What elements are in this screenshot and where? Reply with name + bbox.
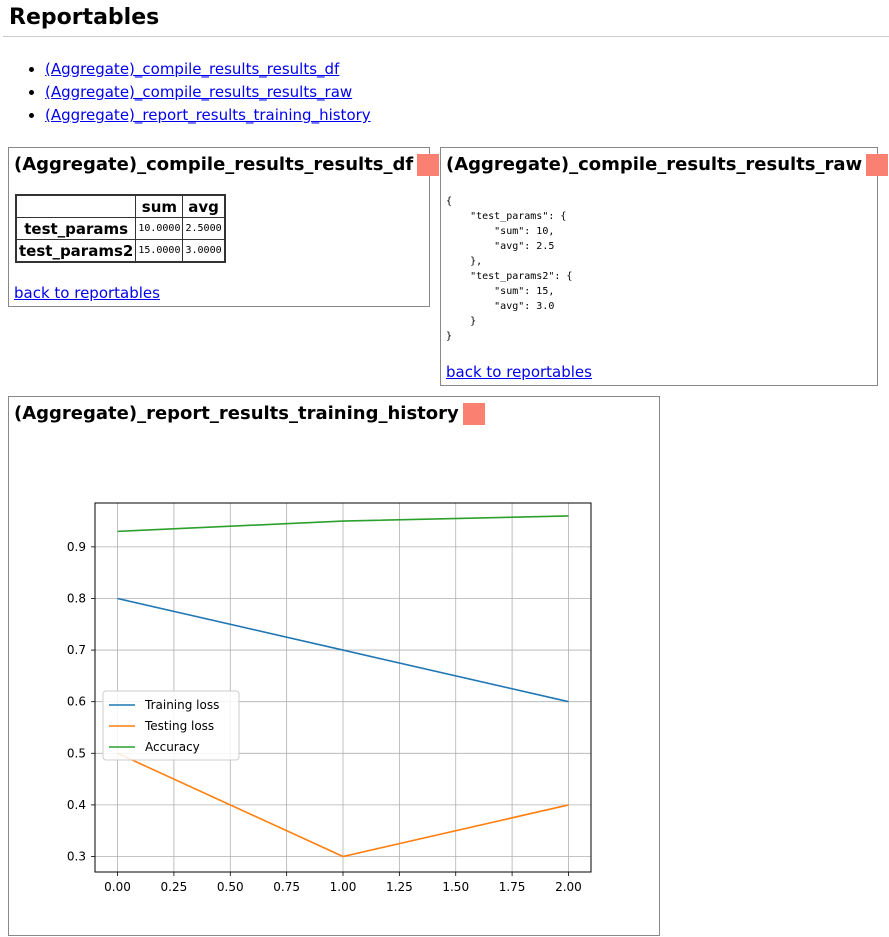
- back-to-reportables-link[interactable]: back to reportables: [14, 284, 160, 302]
- toc-link-training-history[interactable]: (Aggregate)_report_results_training_hist…: [45, 106, 371, 124]
- y-tick-label: 0.8: [67, 591, 86, 605]
- panel-results-raw: (Aggregate)_compile_results_results_raw …: [440, 147, 889, 386]
- column-header-sum: sum: [135, 194, 184, 218]
- legend: Training loss Testing loss Accuracy: [102, 690, 240, 761]
- y-tick-label: 0.5: [67, 746, 86, 760]
- x-tick-label: 2.00: [555, 880, 582, 894]
- legend-label: Accuracy: [145, 740, 200, 754]
- legend-box: [102, 690, 240, 761]
- table-header-row: sum avg: [15, 194, 226, 218]
- cell-avg: 2.5000: [182, 217, 226, 240]
- cell-sum: 10.0000: [135, 217, 184, 240]
- table-row: test_params2 15.0000 3.0000: [15, 239, 226, 263]
- back-to-reportables-link[interactable]: back to reportables: [446, 363, 592, 381]
- color-swatch: [866, 154, 889, 176]
- x-tick-label: 1.00: [330, 880, 357, 894]
- panel-title: (Aggregate)_report_results_training_hist…: [14, 403, 485, 425]
- list-item: (Aggregate)_compile_results_results_raw: [45, 81, 371, 104]
- legend-label: Testing loss: [144, 719, 214, 733]
- axis-ticks: 0.00 0.25 0.50 0.75 1.00 1.25 1.50 1.75 2.00 0.3 0…: [67, 540, 582, 894]
- y-tick-label: 0.7: [67, 643, 86, 657]
- x-tick-label: 1.50: [442, 880, 469, 894]
- panel-title-text: (Aggregate)_compile_results_results_df: [14, 154, 414, 175]
- cell-sum: 15.0000: [135, 239, 184, 263]
- panel-title: (Aggregate)_compile_results_results_raw: [446, 154, 889, 176]
- series-line-accuracy: [117, 515, 569, 533]
- series-line-testing-loss: [117, 752, 569, 858]
- results-table: sum avg test_params 10.0000 2.5000 test_…: [15, 194, 226, 263]
- table-corner-cell: [15, 194, 137, 218]
- page-title: Reportables: [9, 5, 160, 30]
- cell-avg: 3.0000: [182, 239, 226, 263]
- panel-results-df: (Aggregate)_compile_results_results_df s…: [8, 147, 440, 307]
- row-header: test_params2: [15, 239, 137, 263]
- json-output: { "test_params": { "sum": 10, "avg": 2.5…: [446, 196, 573, 342]
- row-header: test_params: [15, 217, 137, 240]
- panel-title-text: (Aggregate)_compile_results_results_raw: [446, 154, 863, 175]
- reportables-list: (Aggregate)_compile_results_results_df (…: [0, 58, 371, 127]
- x-tick-label: 0.25: [161, 880, 188, 894]
- title-divider: [3, 36, 889, 37]
- legend-label: Training loss: [144, 698, 219, 712]
- x-tick-label: 1.75: [499, 880, 526, 894]
- series-line-training-loss: [117, 597, 569, 703]
- toc-link-results-df[interactable]: (Aggregate)_compile_results_results_df: [45, 60, 340, 78]
- color-swatch: [462, 403, 485, 425]
- x-tick-label: 0.75: [273, 880, 300, 894]
- y-tick-label: 0.4: [67, 798, 86, 812]
- training-history-chart: 0.00 0.25 0.50 0.75 1.00 1.25 1.50 1.75 2.00 0.3 0…: [67, 502, 592, 894]
- toc-link-results-raw[interactable]: (Aggregate)_compile_results_results_raw: [45, 83, 353, 101]
- y-tick-label: 0.9: [67, 540, 86, 554]
- panel-training-history: (Aggregate)_report_results_training_hist…: [8, 396, 660, 936]
- list-item: (Aggregate)_report_results_training_hist…: [45, 104, 371, 127]
- x-tick-label: 0.00: [104, 880, 131, 894]
- list-item: (Aggregate)_compile_results_results_df: [45, 58, 371, 81]
- panel-title: (Aggregate)_compile_results_results_df: [14, 154, 440, 176]
- color-swatch: [417, 154, 440, 176]
- column-header-avg: avg: [182, 194, 226, 218]
- x-tick-label: 0.50: [217, 880, 244, 894]
- y-tick-label: 0.6: [67, 695, 86, 709]
- x-tick-label: 1.25: [386, 880, 413, 894]
- y-tick-label: 0.3: [67, 850, 86, 864]
- table-row: test_params 10.0000 2.5000: [15, 217, 226, 240]
- panel-title-text: (Aggregate)_report_results_training_hist…: [14, 403, 459, 424]
- series-lines: [117, 515, 569, 858]
